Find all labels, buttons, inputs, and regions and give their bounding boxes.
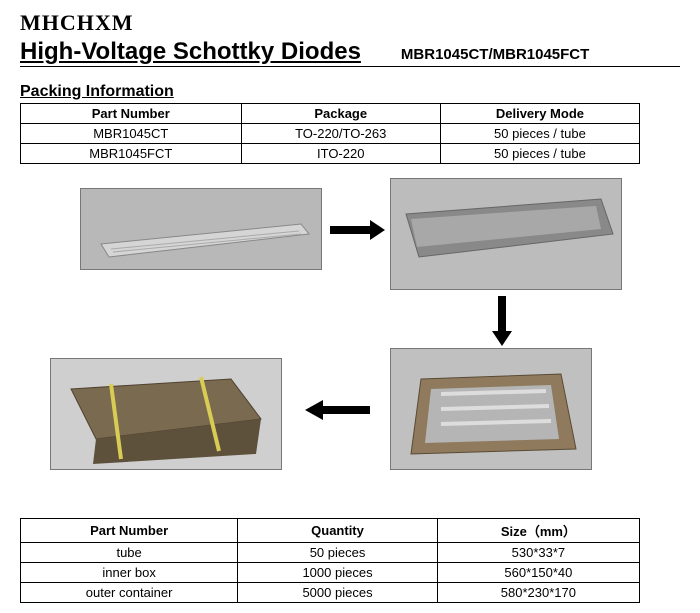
cell: 580*230*170 (437, 583, 639, 603)
cell: ITO-220 (241, 144, 440, 164)
table-row: outer container 5000 pieces 580*230*170 (21, 583, 640, 603)
table-row: tube 50 pieces 530*33*7 (21, 543, 640, 563)
table-row: MBR1045CT TO-220/TO-263 50 pieces / tube (21, 124, 640, 144)
cell: 560*150*40 (437, 563, 639, 583)
table-row: inner box 1000 pieces 560*150*40 (21, 563, 640, 583)
cell: inner box (21, 563, 238, 583)
col-delivery-mode: Delivery Mode (440, 104, 639, 124)
table-header-row: Part Number Package Delivery Mode (21, 104, 640, 124)
size-table: Part Number Quantity Size（mm） tube 50 pi… (20, 518, 640, 603)
table-header-row: Part Number Quantity Size（mm） (21, 519, 640, 543)
cell: tube (21, 543, 238, 563)
cell: 1000 pieces (238, 563, 438, 583)
cell: 5000 pieces (238, 583, 438, 603)
col-size: Size（mm） (437, 519, 639, 543)
col-quantity: Quantity (238, 519, 438, 543)
cell: 50 pieces / tube (440, 144, 639, 164)
tray-photo (390, 178, 622, 290)
cell: TO-220/TO-263 (241, 124, 440, 144)
page-title: High-Voltage Schottky Diodes (20, 38, 361, 66)
outer-box-photo (50, 358, 282, 470)
packing-table: Part Number Package Delivery Mode MBR104… (20, 103, 640, 164)
cell: 530*33*7 (437, 543, 639, 563)
arrow-right-icon (330, 218, 385, 242)
cell: MBR1045FCT (21, 144, 242, 164)
cell: 50 pieces / tube (440, 124, 639, 144)
col-package: Package (241, 104, 440, 124)
table-row: MBR1045FCT ITO-220 50 pieces / tube (21, 144, 640, 164)
arrow-down-icon (490, 296, 514, 346)
part-codes: MBR1045CT/MBR1045FCT (401, 46, 589, 63)
col-part-number: Part Number (21, 519, 238, 543)
cell: MBR1045CT (21, 124, 242, 144)
brand-logo: MHCHXM (20, 10, 680, 36)
arrow-left-icon (305, 398, 370, 422)
cell: outer container (21, 583, 238, 603)
packing-flow-diagram (20, 178, 680, 478)
title-row: High-Voltage Schottky Diodes MBR1045CT/M… (20, 38, 680, 67)
cell: 50 pieces (238, 543, 438, 563)
section-heading-packing: Packing Information (20, 83, 680, 101)
tubes-photo (80, 188, 322, 270)
inner-box-photo (390, 348, 592, 470)
col-part-number: Part Number (21, 104, 242, 124)
